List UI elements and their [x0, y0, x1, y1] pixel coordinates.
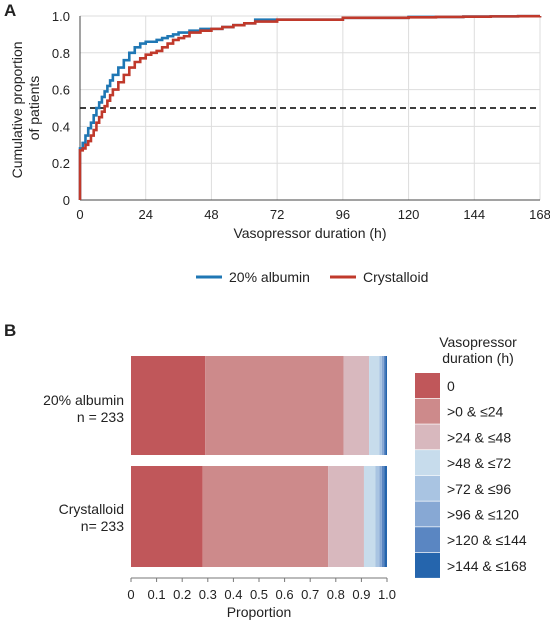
legend-label-crystalloid: Crystalloid: [363, 269, 428, 285]
category-n-crystalloid: n= 233: [81, 518, 124, 534]
bar-segment-20-albumin-2: [343, 356, 370, 455]
cdf-y-tick-labels: 0 0.2 0.4 0.6 0.8 1.0: [52, 9, 70, 208]
y-tick-label: 0.6: [52, 83, 70, 98]
bar-segment-crystalloid-0: [131, 466, 203, 567]
legend-label-bin-4: >72 & ≤96: [447, 481, 511, 497]
y-tick-label: 0.8: [52, 46, 70, 61]
proportion-tick-label: 0.5: [250, 587, 268, 602]
panel-a-label: A: [4, 1, 16, 20]
duration-legend: Vasopressor duration (h) 0 >0 & ≤24 >24 & …: [415, 334, 527, 578]
legend-label-bin-0: 0: [447, 378, 455, 394]
legend-swatch-1: [415, 398, 440, 424]
legend-label-bin-7: >144 & ≤168: [447, 558, 527, 574]
bar-segment-crystalloid-7: [384, 466, 387, 567]
bar-segment-20-albumin-1: [205, 356, 344, 455]
legend-swatch-2: [415, 424, 440, 450]
proportion-tick-label: 0.4: [224, 587, 242, 602]
cdf-y-axis-label: Cumulative proportion of patients: [9, 38, 42, 179]
bar-segment-20-albumin-4: [379, 356, 382, 455]
legend-label-bin-2: >24 & ≤48: [447, 429, 511, 445]
legend-swatch-3: [415, 450, 440, 476]
legend-title-line-1: Vasopressor: [439, 334, 517, 350]
legend-label-bin-3: >48 & ≤72: [447, 455, 511, 471]
panel-a: A 0 24 48 72 96 120 144 168 0 0.2 0.4 0.6 0.8 1.0 Va…: [4, 1, 550, 285]
bar-segment-crystalloid-2: [328, 466, 364, 567]
x-tick-label: 24: [138, 207, 152, 222]
legend-label-bin-1: >0 & ≤24: [447, 404, 504, 420]
cdf-legend: 20% albumin Crystalloid: [196, 269, 428, 285]
legend-title-line-2: duration (h): [442, 350, 514, 366]
cdf-x-axis-label: Vasopressor duration (h): [233, 225, 386, 241]
x-tick-label: 72: [270, 207, 284, 222]
proportion-axis-label: Proportion: [227, 604, 292, 620]
bar-segment-crystalloid-1: [202, 466, 329, 567]
cdf-x-tick-labels: 0 24 48 72 96 120 144 168: [76, 207, 550, 222]
category-label-crystalloid: Crystalloid: [59, 501, 124, 517]
legend-swatch-5: [415, 501, 440, 527]
legend-swatch-6: [415, 527, 440, 553]
legend-swatch-7: [415, 552, 440, 578]
panel-b: B 0 0.1 0.2 0.3 0.4 0.5 0.6 0.7 0.8 0.9 1.0 Propor…: [4, 321, 527, 620]
x-tick-label: 144: [463, 207, 485, 222]
bar-segment-20-albumin-5: [381, 356, 384, 455]
proportion-tick-label: 0.1: [148, 587, 166, 602]
cdf-y-axis-label-line-1: Cumulative proportion: [9, 41, 25, 178]
bar-segment-crystalloid-6: [381, 466, 385, 567]
bar-segment-20-albumin-3: [369, 356, 380, 455]
proportion-tick-label: 0: [127, 587, 134, 602]
bar-segment-20-albumin-7: [385, 356, 387, 455]
x-tick-label: 120: [398, 207, 420, 222]
proportion-tick-label: 0.3: [199, 587, 217, 602]
legend-swatch-4: [415, 475, 440, 501]
legend-label-albumin: 20% albumin: [229, 269, 310, 285]
y-tick-label: 0.2: [52, 156, 70, 171]
panel-b-label: B: [4, 321, 16, 340]
legend-label-bin-5: >96 & ≤120: [447, 507, 519, 523]
legend-label-bin-6: >120 & ≤144: [447, 532, 527, 548]
x-tick-label: 168: [529, 207, 550, 222]
legend-swatch-0: [415, 373, 440, 398]
proportion-tick-label: 0.7: [301, 587, 319, 602]
y-tick-label: 1.0: [52, 9, 70, 24]
bar-segment-crystalloid-3: [363, 466, 376, 567]
stacked-bars: [131, 356, 387, 567]
x-tick-label: 96: [336, 207, 350, 222]
bar-segment-20-albumin-0: [131, 356, 206, 455]
bar-segment-crystalloid-4: [375, 466, 380, 567]
proportion-tick-labels: 0 0.1 0.2 0.3 0.4 0.5 0.6 0.7 0.8 0.9 1.0: [127, 578, 396, 602]
x-tick-label: 48: [204, 207, 218, 222]
cdf-series: [78, 14, 542, 200]
proportion-tick-label: 0.8: [327, 587, 345, 602]
x-tick-label: 0: [76, 207, 83, 222]
bar-segment-20-albumin-6: [383, 356, 386, 455]
category-label-albumin: 20% albumin: [43, 392, 124, 408]
proportion-tick-label: 0.2: [173, 587, 191, 602]
proportion-tick-label: 0.6: [276, 587, 294, 602]
proportion-tick-label: 0.9: [352, 587, 370, 602]
cdf-line-crystalloid: [78, 14, 542, 200]
category-n-albumin: n = 233: [77, 409, 124, 425]
category-labels: 20% albumin n = 233 Crystalloid n= 233: [43, 392, 124, 534]
proportion-tick-label: 1.0: [378, 587, 396, 602]
bar-segment-crystalloid-5: [379, 466, 382, 567]
y-tick-label: 0.4: [52, 119, 70, 134]
duration-legend-items: 0 >0 & ≤24 >24 & ≤48 >48 & ≤72 >72 & ≤96 >96 …: [415, 373, 527, 578]
y-tick-label: 0: [63, 193, 70, 208]
cdf-y-axis-label-line-2: of patients: [26, 76, 42, 141]
